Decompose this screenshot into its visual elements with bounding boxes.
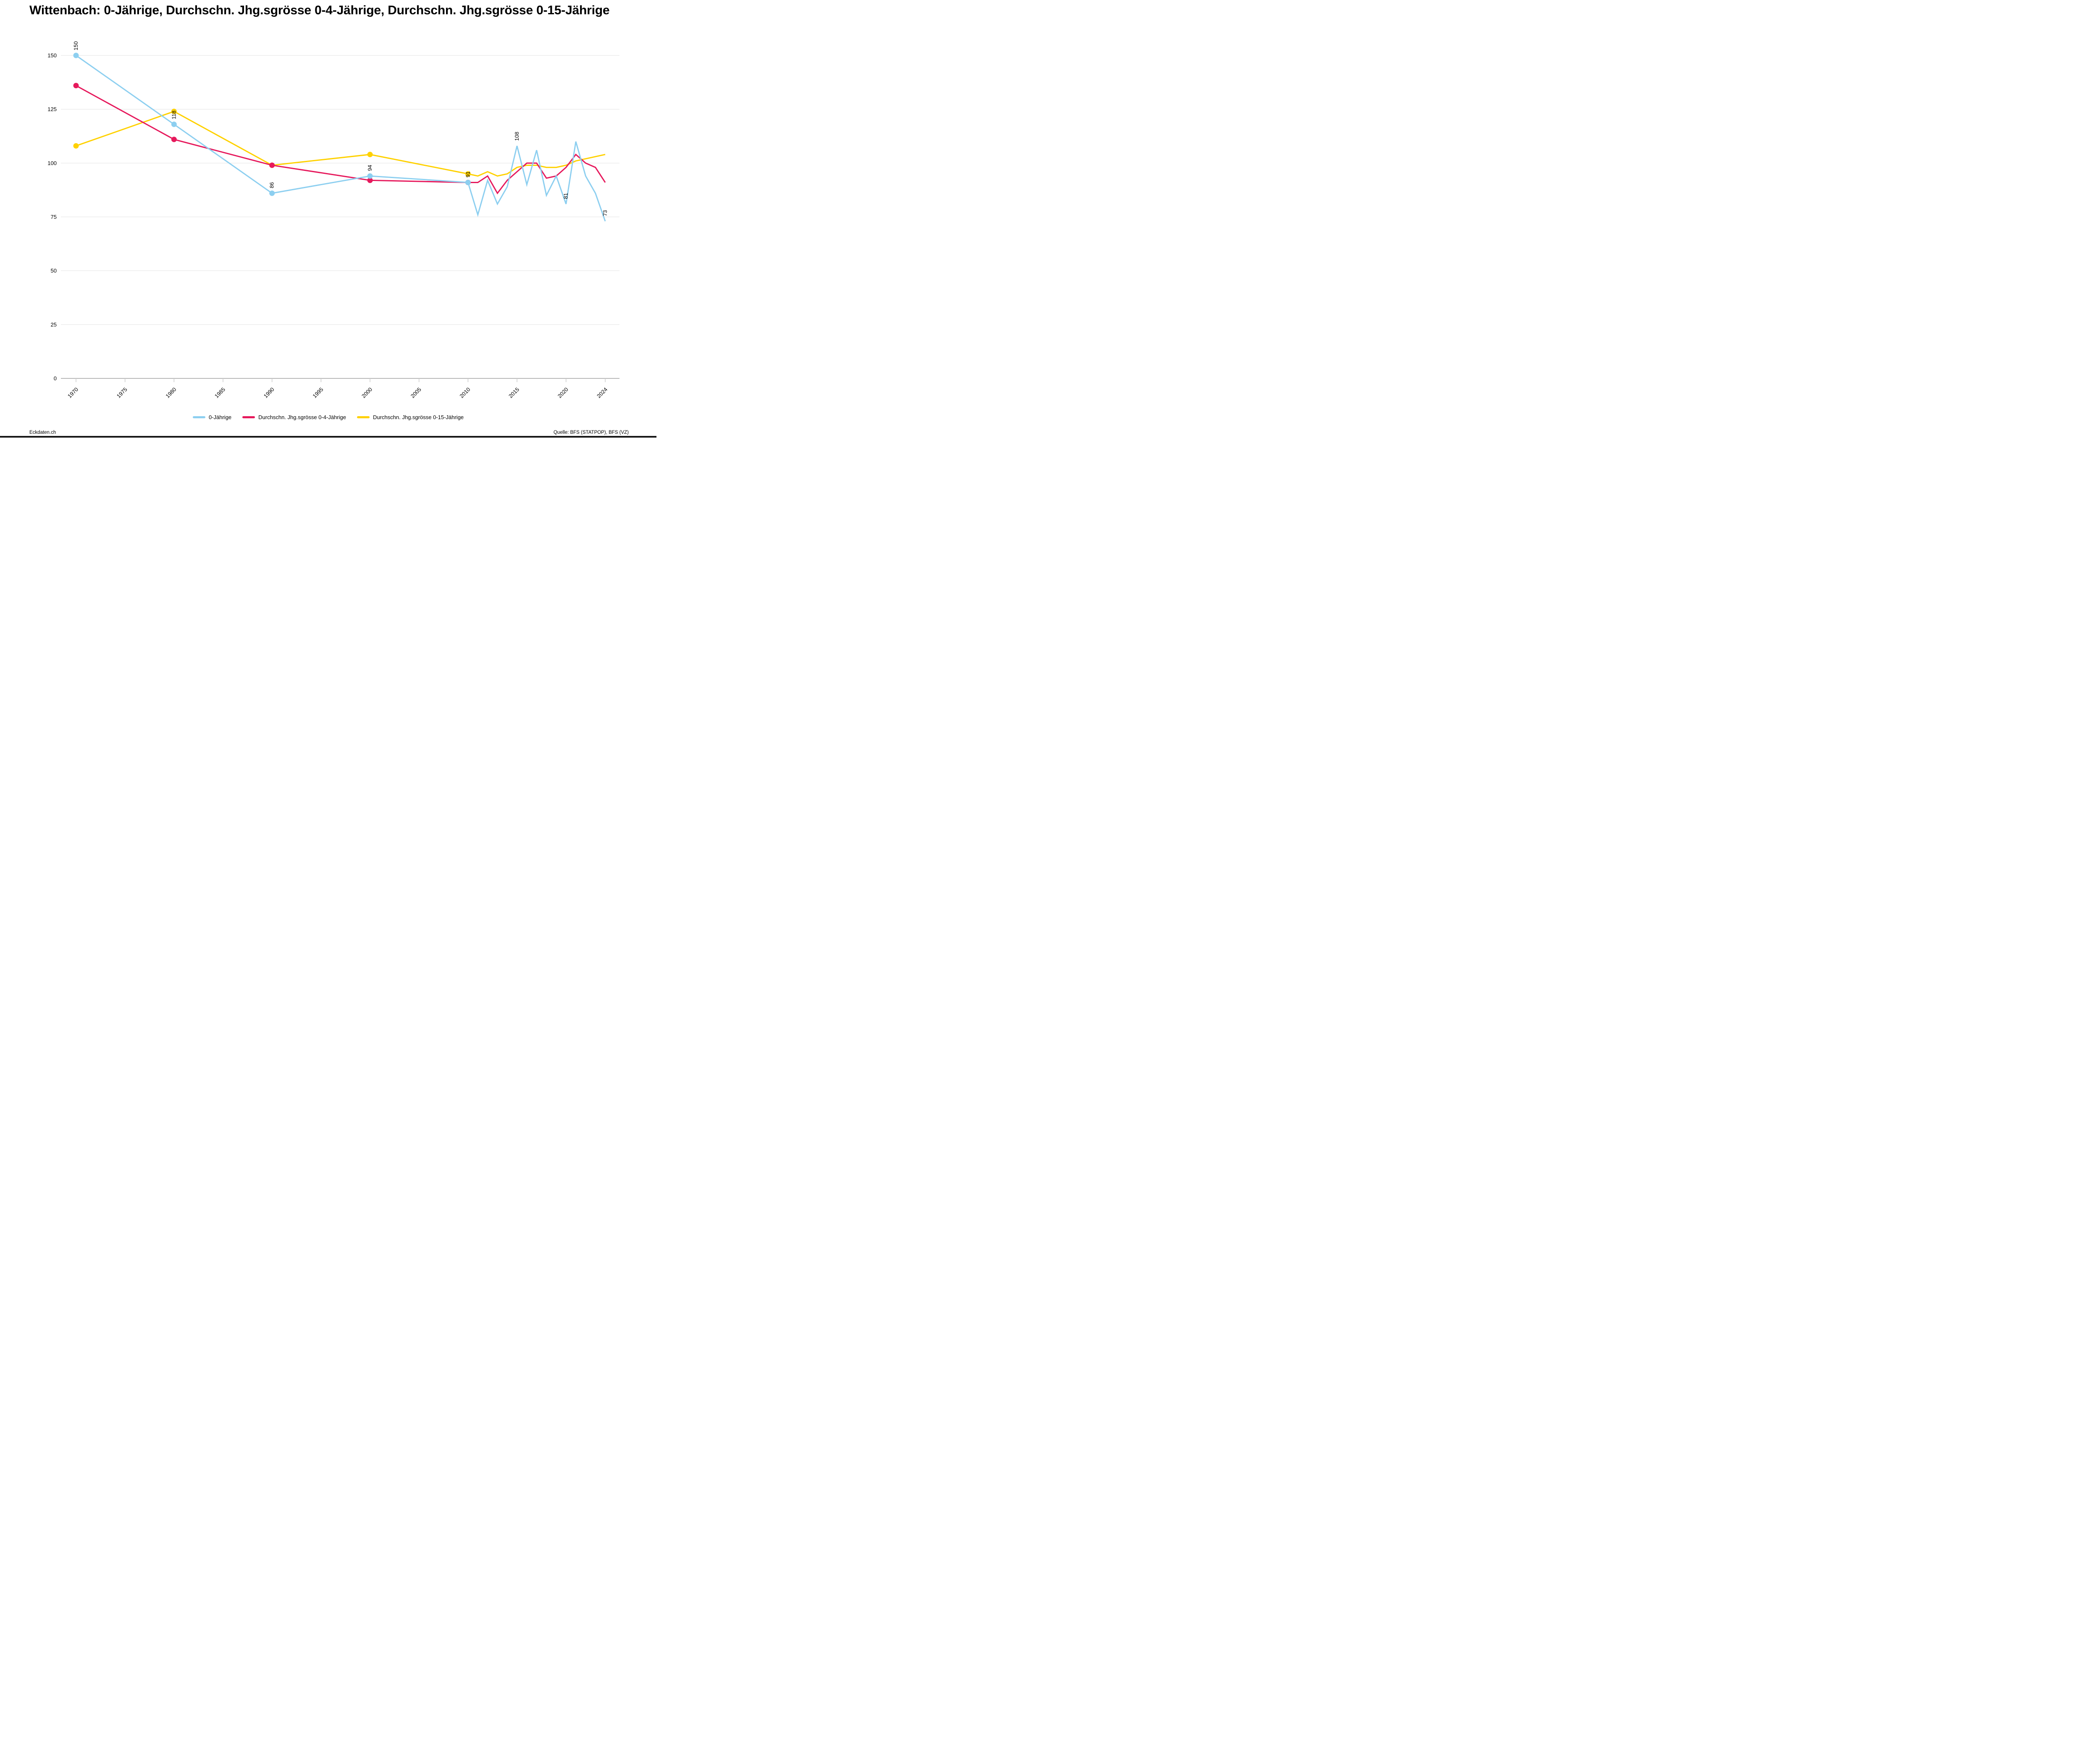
x-tick-label: 2005 (410, 386, 423, 399)
data-point-label: 91 (465, 171, 471, 177)
legend-swatch (357, 416, 370, 418)
legend-label: 0-Jährige (208, 414, 232, 420)
data-point-marker (367, 177, 373, 183)
x-tick-label: 2010 (458, 386, 471, 399)
x-tick-label: 1990 (262, 386, 276, 399)
legend-label: Durchschn. Jhg.sgrösse 0-15-Jährige (373, 414, 464, 420)
legend-swatch (242, 416, 255, 418)
x-tick-label: 2000 (360, 386, 373, 399)
line-chart: 0 25 50 75 100 125 150 1970 1975 1980 1985 1990 1995… (47, 41, 620, 399)
series-line (76, 55, 606, 222)
y-tick-label: 125 (47, 106, 57, 113)
data-point-marker (171, 108, 177, 114)
x-tick-label: 1985 (213, 386, 226, 399)
data-point-marker (465, 171, 471, 177)
data-point-label: 150 (73, 41, 79, 50)
data-point-marker (367, 173, 373, 179)
chart-legend: 0-Jährige Durchschn. Jhg.sgrösse 0-4-Jähr… (0, 414, 656, 420)
bottom-edge-bar (0, 436, 656, 438)
data-point-label: 81 (563, 193, 569, 199)
legend-item: Durchschn. Jhg.sgrösse 0-4-Jährige (242, 414, 346, 420)
data-point-marker (171, 136, 177, 142)
legend-item: Durchschn. Jhg.sgrösse 0-15-Jährige (357, 414, 464, 420)
data-point-label: 108 (514, 132, 520, 141)
series-line (76, 85, 606, 194)
data-point-marker (367, 152, 373, 157)
chart-page: Wittenbach: 0-Jährige, Durchschn. Jhg.sg… (0, 0, 656, 438)
legend-item: 0-Jährige (192, 414, 232, 420)
legend-label: Durchschn. Jhg.sgrösse 0-4-Jährige (258, 414, 346, 420)
data-point-marker (73, 143, 79, 149)
y-tick-label: 150 (47, 52, 57, 59)
x-tick-label: 2015 (507, 386, 520, 399)
source-credit: Quelle: BFS (STATPOP), BFS (VZ) (553, 430, 629, 435)
y-tick-label: 25 (51, 321, 57, 328)
series-line (76, 110, 606, 177)
data-point-marker (269, 162, 275, 168)
y-tick-label: 0 (54, 375, 57, 382)
brand-credit: Eckdaten.ch (29, 430, 56, 435)
data-point-label: 94 (367, 165, 373, 171)
data-point-marker (73, 52, 79, 58)
y-tick-label: 50 (51, 268, 57, 274)
data-point-marker (171, 121, 177, 127)
x-tick-label: 1995 (311, 386, 324, 399)
chart-title: Wittenbach: 0-Jährige, Durchschn. Jhg.sg… (29, 3, 610, 17)
x-tick-label: 2020 (556, 386, 570, 399)
data-point-label: 118 (171, 110, 177, 119)
y-tick-label: 100 (47, 160, 57, 166)
x-tick-label: 1980 (164, 386, 177, 399)
y-tick-label: 75 (51, 214, 57, 220)
x-tick-label: 2024 (596, 386, 609, 399)
legend-swatch (192, 416, 205, 418)
data-point-marker (73, 83, 79, 89)
data-point-marker (269, 190, 275, 196)
data-point-label: 73 (602, 210, 608, 216)
data-point-label: 86 (269, 182, 275, 188)
data-point-marker (465, 179, 471, 185)
x-tick-label: 1975 (116, 386, 129, 399)
x-tick-label: 1970 (66, 386, 79, 399)
